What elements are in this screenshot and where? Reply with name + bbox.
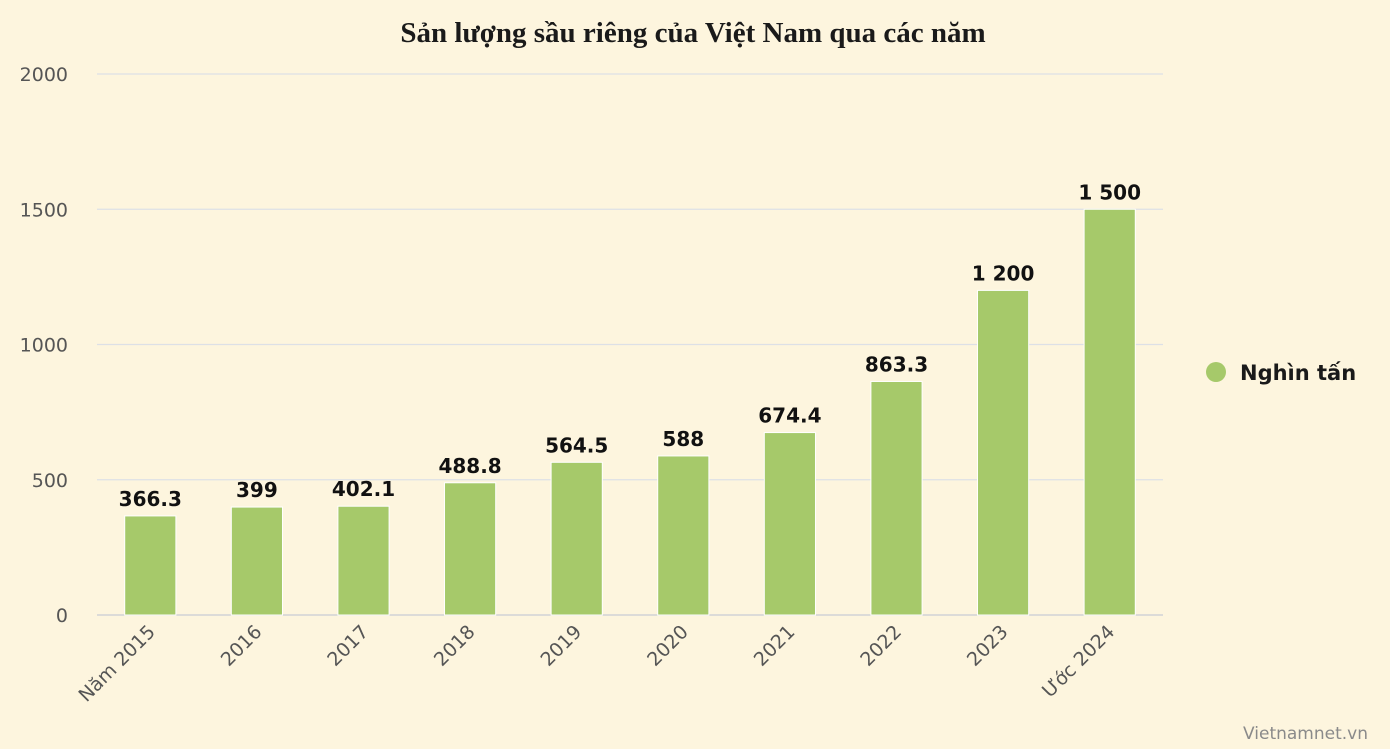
bar[interactable] xyxy=(763,432,816,616)
x-tick-label: 2021 xyxy=(750,621,800,671)
bars xyxy=(124,208,1136,616)
bar[interactable] xyxy=(337,505,390,616)
bar[interactable] xyxy=(230,506,283,616)
x-tick-label: 2022 xyxy=(856,621,906,671)
data-label: 399 xyxy=(236,478,278,502)
x-tick-label: 2016 xyxy=(217,621,267,671)
y-tick-label: 500 xyxy=(32,470,68,492)
bar[interactable] xyxy=(1083,208,1136,616)
bar[interactable] xyxy=(444,482,497,616)
bar[interactable] xyxy=(657,455,710,616)
bar[interactable] xyxy=(870,380,923,616)
bar[interactable] xyxy=(977,289,1030,616)
x-axis-ticks: Năm 2015 2016 2017 2018 2019 2020 2021 2022 2023… xyxy=(74,621,1119,706)
bar[interactable] xyxy=(124,515,177,616)
x-tick-label: 2019 xyxy=(536,621,586,671)
data-label: 1 500 xyxy=(1078,180,1141,204)
x-tick-label: 2023 xyxy=(963,621,1013,671)
chart-title: Sản lượng sầu riêng của Việt Nam qua các… xyxy=(400,17,985,49)
y-tick-label: 0 xyxy=(56,605,68,627)
bar[interactable] xyxy=(550,461,603,616)
y-tick-label: 1500 xyxy=(20,199,68,221)
data-label: 402.1 xyxy=(332,477,395,501)
y-axis-ticks: 0 500 1000 1500 2000 xyxy=(20,64,68,627)
x-tick-label: 2020 xyxy=(643,621,693,671)
legend[interactable]: Nghìn tấn xyxy=(1206,361,1356,385)
data-labels: 366.3 399 402.1 488.8 564.5 588 674.4 863.3 1 20… xyxy=(119,180,1141,511)
x-tick-label: 2017 xyxy=(323,621,373,671)
data-label: 564.5 xyxy=(545,433,608,457)
data-label: 588 xyxy=(662,427,704,451)
data-label: 1 200 xyxy=(972,261,1035,285)
data-label: 674.4 xyxy=(758,404,821,428)
y-tick-label: 2000 xyxy=(20,64,68,86)
data-label: 863.3 xyxy=(865,352,928,376)
data-label: 488.8 xyxy=(438,454,501,478)
y-tick-label: 1000 xyxy=(20,335,68,357)
data-label: 366.3 xyxy=(119,487,182,511)
x-tick-label: Năm 2015 xyxy=(74,621,159,706)
x-tick-label: Ước 2024 xyxy=(1038,621,1119,702)
legend-marker xyxy=(1206,362,1226,382)
x-tick-label: 2018 xyxy=(430,621,480,671)
credit-text: Vietnamnet.vn xyxy=(1243,724,1368,744)
legend-label: Nghìn tấn xyxy=(1240,361,1356,385)
